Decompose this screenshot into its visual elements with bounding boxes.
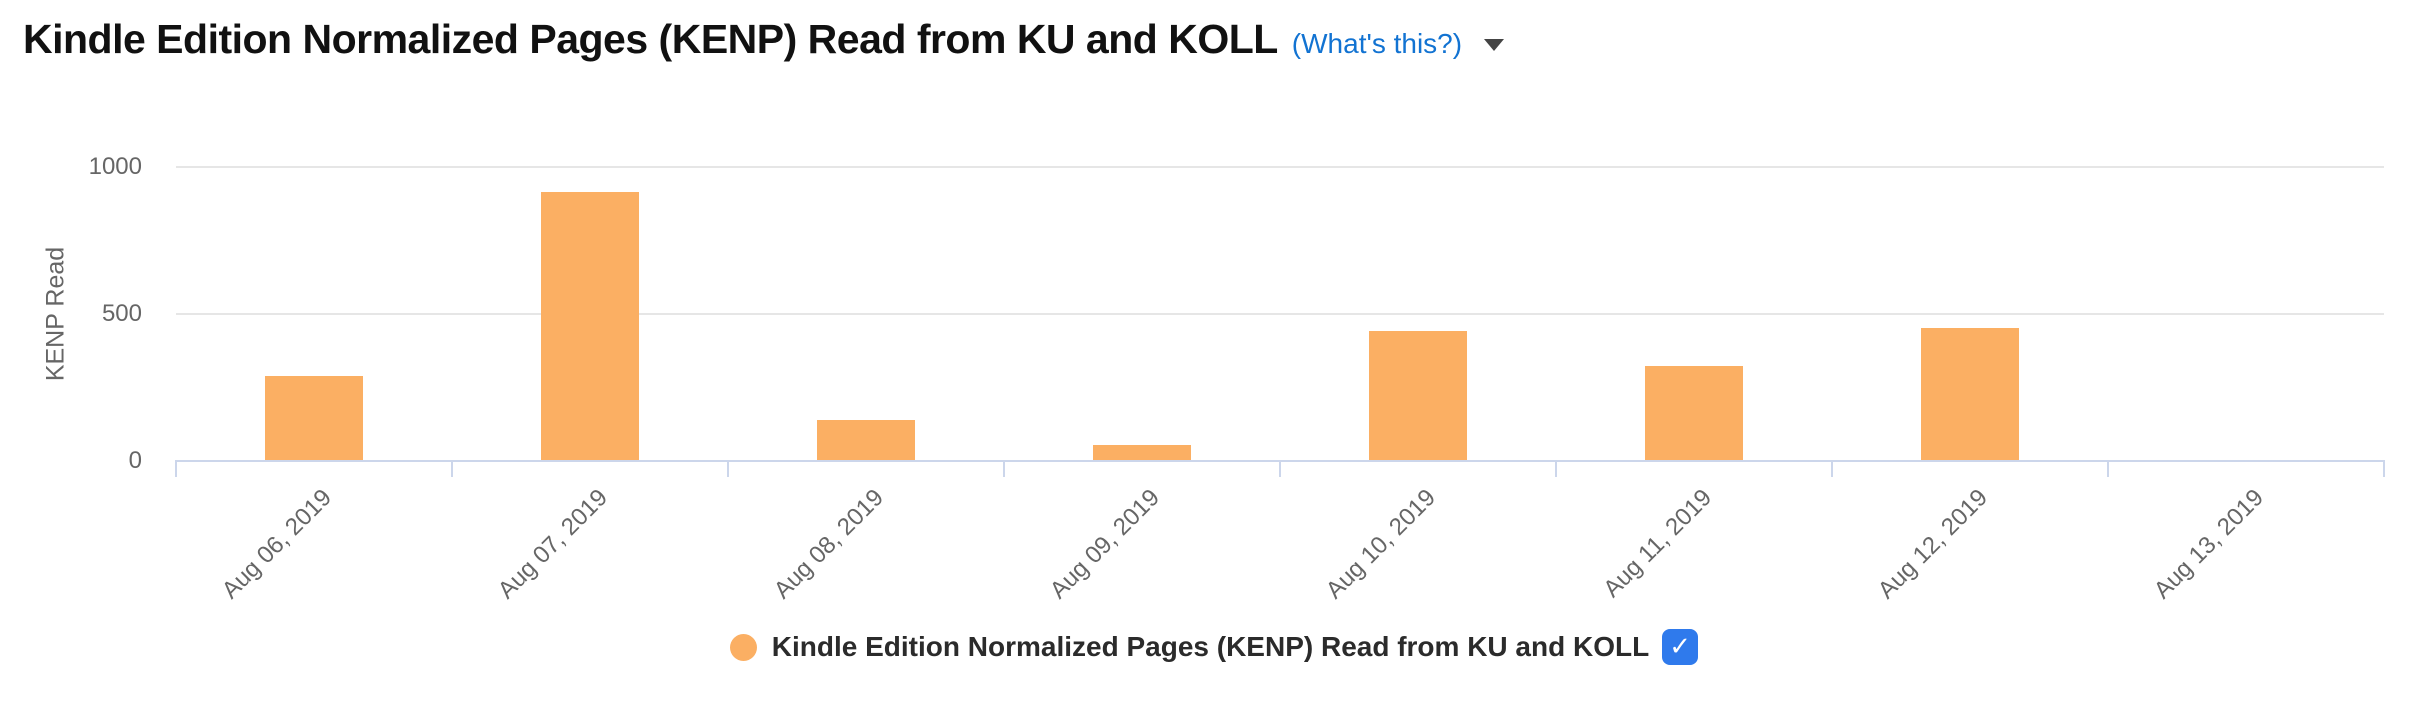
y-gridline xyxy=(176,313,2384,315)
x-axis-label: Aug 11, 2019 xyxy=(1598,484,1718,603)
y-gridline xyxy=(176,166,2384,168)
x-tick-mark xyxy=(1279,460,1281,477)
y-tick-label: 0 xyxy=(128,447,142,474)
legend: Kindle Edition Normalized Pages (KENP) R… xyxy=(0,622,2428,672)
x-axis-label: Aug 09, 2019 xyxy=(1045,484,1166,605)
x-tick-mark xyxy=(451,460,453,477)
x-axis-label: Aug 10, 2019 xyxy=(1321,484,1442,605)
caret-down-icon[interactable] xyxy=(1484,38,1505,51)
page-title: Kindle Edition Normalized Pages (KENP) R… xyxy=(23,16,1278,62)
bar-aug-07-2019[interactable] xyxy=(541,192,639,460)
bar-aug-12-2019[interactable] xyxy=(1921,327,2019,460)
x-tick-mark xyxy=(2383,460,2385,477)
x-axis-label: Aug 13, 2019 xyxy=(2149,484,2270,605)
x-tick-mark xyxy=(175,460,177,477)
bar-aug-09-2019[interactable] xyxy=(1093,445,1191,460)
x-axis-label: Aug 12, 2019 xyxy=(1873,484,1994,605)
y-tick-label: 500 xyxy=(101,300,142,327)
x-axis-label: Aug 06, 2019 xyxy=(217,484,338,605)
legend-marker-icon xyxy=(729,633,757,661)
y-tick-label: 1000 xyxy=(88,153,142,180)
x-axis-label: Aug 07, 2019 xyxy=(493,484,614,605)
x-tick-mark xyxy=(727,460,729,477)
whats-this-link[interactable]: (What's this?) xyxy=(1291,28,1463,59)
bar-aug-10-2019[interactable] xyxy=(1369,330,1467,460)
bar-aug-08-2019[interactable] xyxy=(817,420,915,460)
x-tick-mark xyxy=(2107,460,2109,477)
legend-label: Kindle Edition Normalized Pages (KENP) R… xyxy=(771,631,1650,662)
bar-aug-06-2019[interactable] xyxy=(265,376,363,460)
legend-checkbox[interactable]: ✓ xyxy=(1662,629,1699,665)
chart-header: Kindle Edition Normalized Pages (KENP) R… xyxy=(23,16,1505,63)
bar-aug-11-2019[interactable] xyxy=(1645,365,1743,460)
x-tick-mark xyxy=(1831,460,1833,477)
checkmark-icon: ✓ xyxy=(1669,632,1692,662)
x-axis-label: Aug 08, 2019 xyxy=(769,484,890,605)
x-tick-mark xyxy=(1003,460,1005,477)
x-tick-mark xyxy=(1555,460,1557,477)
